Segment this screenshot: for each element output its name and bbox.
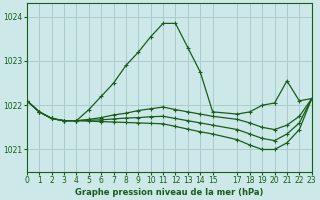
X-axis label: Graphe pression niveau de la mer (hPa): Graphe pression niveau de la mer (hPa) bbox=[75, 188, 263, 197]
